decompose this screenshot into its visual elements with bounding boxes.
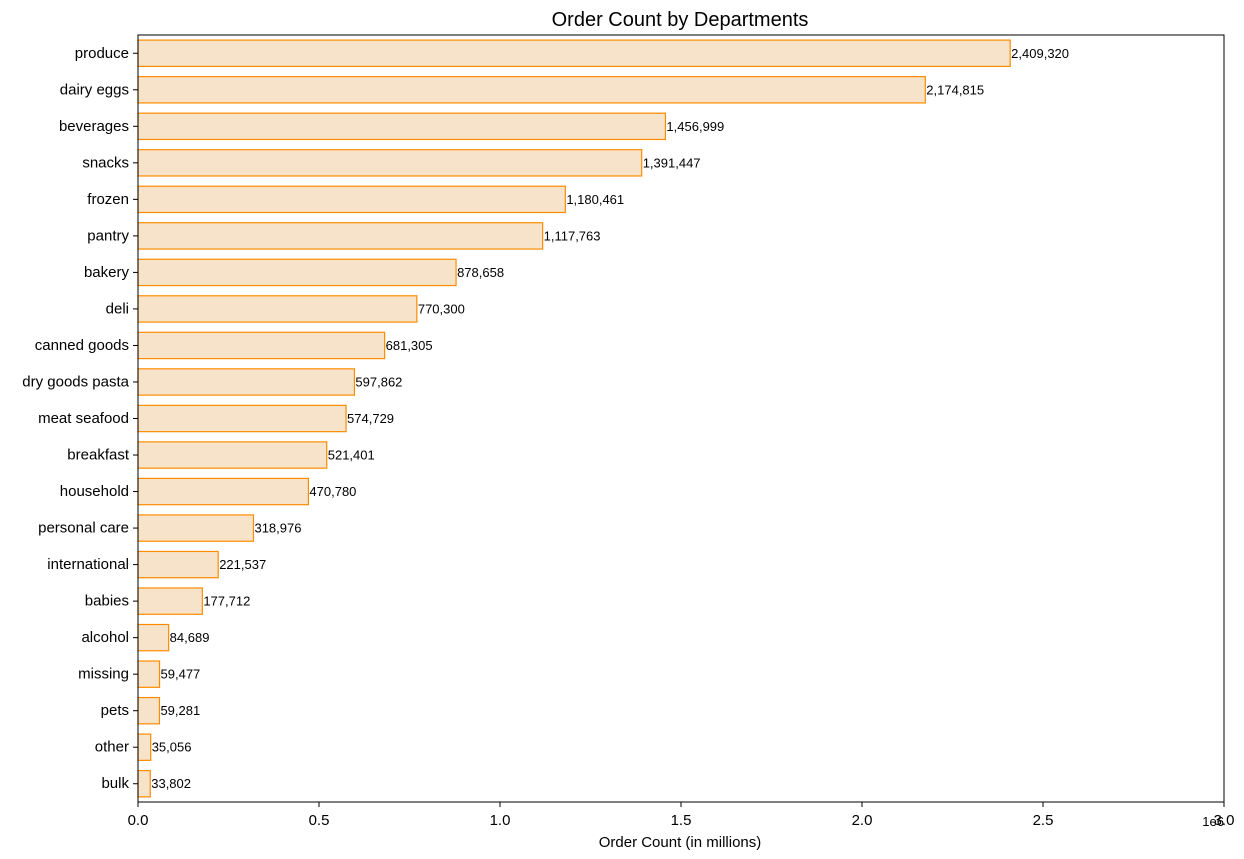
category-label: deli (106, 300, 129, 317)
bar-dry-goods-pasta (137, 368, 356, 396)
value-label: 470,780 (309, 484, 356, 499)
value-label: 59,281 (160, 703, 200, 718)
bar-missing (137, 660, 161, 688)
category-label: household (60, 483, 129, 500)
chart-title: Order Count by Departments (552, 9, 809, 31)
value-label: 1,117,763 (544, 228, 601, 243)
value-label: 177,712 (203, 594, 250, 609)
category-label: international (47, 556, 129, 573)
bar-meat-seafood (137, 404, 347, 433)
bar-other (137, 733, 152, 761)
value-labels: 2,409,320 2,174,815 1,456,999 1,391,447 1,18… (151, 46, 1069, 791)
bar-deli (137, 295, 418, 323)
value-label: 33,802 (151, 776, 191, 791)
value-label: 2,409,320 (1011, 46, 1069, 61)
bar-beverages (137, 112, 667, 141)
category-label: dairy eggs (60, 81, 129, 98)
category-label: breakfast (67, 447, 130, 464)
category-label: pets (101, 702, 129, 719)
bar-bakery (137, 258, 457, 287)
bar-produce (137, 39, 1011, 68)
value-label: 221,537 (219, 557, 266, 572)
value-label: 878,658 (457, 265, 504, 280)
x-axis-label: Order Count (in millions) (599, 834, 762, 851)
category-label: dry goods pasta (22, 373, 129, 390)
bar-personal-care (137, 514, 255, 542)
bar-alcohol (137, 623, 170, 652)
x-axis-ticks: 0.0 0.5 1.0 1.5 2.0 2.5 3.0 (128, 802, 1235, 829)
category-label: missing (78, 666, 129, 683)
value-label: 521,401 (328, 448, 375, 463)
plot-frame (137, 34, 1225, 803)
bar-dairy-eggs (137, 76, 926, 104)
value-label: 1,391,447 (643, 155, 701, 170)
value-label: 84,689 (170, 630, 210, 645)
x-axis-offset-label: 1e6 (1202, 814, 1224, 829)
category-label: frozen (87, 191, 129, 208)
category-label: beverages (59, 118, 129, 135)
category-label: snacks (82, 154, 129, 171)
value-label: 35,056 (152, 740, 192, 755)
bar-snacks (137, 149, 643, 177)
bar-international (137, 550, 219, 579)
bar-canned-goods (137, 331, 386, 360)
value-label: 770,300 (418, 301, 465, 316)
value-label: 59,477 (161, 667, 201, 682)
category-label: bulk (101, 775, 129, 792)
value-label: 2,174,815 (926, 82, 984, 97)
bar-bulk (137, 769, 151, 798)
value-label: 574,729 (347, 411, 394, 426)
x-tick-label: 1.0 (490, 812, 511, 829)
category-label: meat seafood (38, 410, 129, 427)
x-tick-label: 0.0 (128, 812, 149, 829)
category-label: babies (85, 593, 129, 610)
bar-household (137, 477, 310, 506)
bar-pets (137, 696, 161, 725)
category-label: pantry (87, 227, 129, 244)
value-label: 318,976 (254, 521, 301, 536)
category-label: canned goods (35, 337, 129, 354)
value-label: 597,862 (355, 374, 402, 389)
x-tick-label: 2.0 (852, 812, 873, 829)
bars-group (137, 39, 1011, 798)
category-label: alcohol (81, 629, 129, 646)
bar-babies (137, 587, 203, 615)
value-label: 681,305 (386, 338, 433, 353)
bar-breakfast (137, 441, 328, 469)
category-label: personal care (38, 520, 129, 537)
x-tick-label: 2.5 (1033, 812, 1054, 829)
bar-frozen (137, 185, 566, 214)
category-label: bakery (84, 264, 130, 281)
category-label: other (95, 739, 129, 756)
value-label: 1,456,999 (666, 119, 724, 134)
value-label: 1,180,461 (566, 192, 624, 207)
x-tick-label: 1.5 (671, 812, 692, 829)
category-labels: produce dairy eggs beverages snacks frozen pa… (22, 45, 138, 792)
x-tick-label: 3.0 (1214, 812, 1235, 829)
x-tick-label: 0.5 (309, 812, 330, 829)
category-label: produce (75, 45, 129, 62)
bar-pantry (137, 222, 544, 250)
